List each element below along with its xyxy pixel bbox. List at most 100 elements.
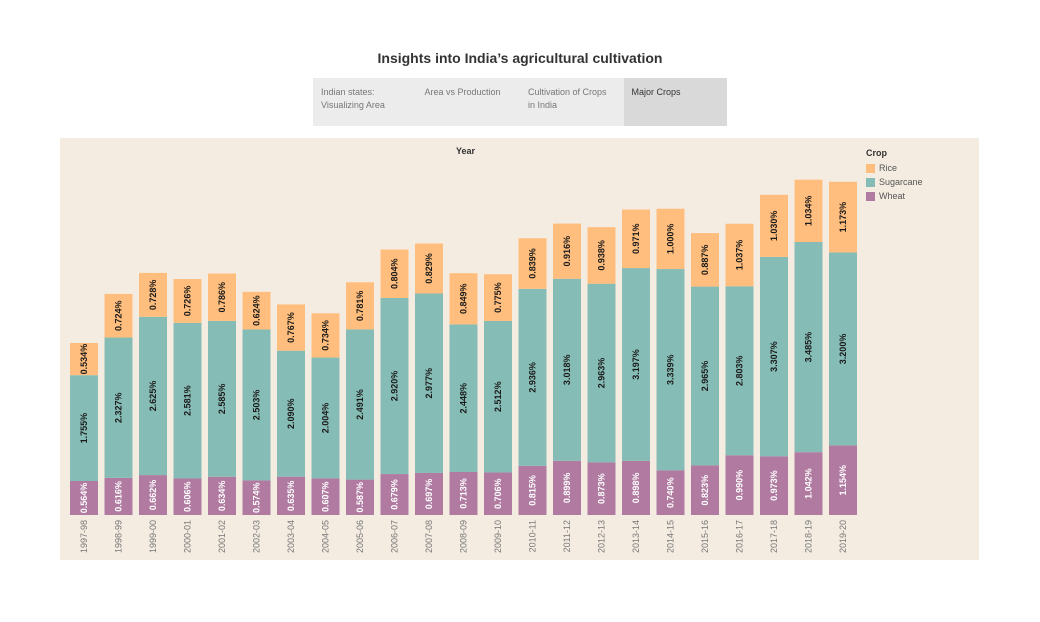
tab-area-vs-production[interactable]: Area vs Production [416, 78, 520, 126]
bar-sugarcane-2019-20[interactable] [829, 252, 857, 446]
x-tick-label-2019-20: 2019-20 [838, 520, 848, 553]
bar-rice-1999-00[interactable] [139, 272, 167, 317]
bar-sugarcane-2000-01[interactable] [173, 322, 202, 479]
bar-wheat-1999-00[interactable] [139, 475, 167, 515]
bar-sugarcane-2004-05[interactable] [311, 357, 340, 479]
bar-sugarcane-2016-17[interactable] [725, 286, 754, 456]
data-label-rice-2017-18: 1.030% [769, 211, 779, 242]
bar-wheat-2000-01[interactable] [173, 478, 202, 515]
bar-sugarcane-2011-12[interactable] [553, 278, 581, 461]
bar-wheat-2015-16[interactable] [691, 465, 719, 515]
data-label-rice-2011-12: 0.916% [562, 236, 572, 267]
tab-cultivation-of-crops[interactable]: Cultivation of Crops in India [520, 78, 624, 126]
bar-wheat-2008-09[interactable] [449, 472, 478, 515]
data-label-wheat-2000-01: 0.606% [183, 481, 193, 512]
data-label-rice-2015-16: 0.887% [700, 245, 710, 276]
bar-wheat-2014-15[interactable] [656, 470, 685, 515]
bar-wheat-1998-99[interactable] [104, 477, 133, 515]
bar-sugarcane-2018-19[interactable] [794, 242, 823, 453]
bar-sugarcane-2015-16[interactable] [691, 286, 719, 466]
bar-rice-2019-20[interactable] [829, 181, 857, 253]
legend-item-wheat[interactable]: Wheat [866, 189, 923, 203]
data-label-rice-1998-99: 0.724% [114, 300, 124, 331]
bar-wheat-2005-06[interactable] [346, 479, 374, 515]
bar-rice-2018-19[interactable] [794, 179, 823, 243]
data-label-rice-2014-15: 1.000% [666, 224, 676, 255]
legend-title: Crop [866, 148, 887, 158]
x-tick-label-2006-07: 2006-07 [390, 520, 400, 553]
bar-wheat-2003-04[interactable] [277, 476, 305, 515]
bar-wheat-2017-18[interactable] [760, 456, 788, 515]
bar-rice-2007-08[interactable] [415, 243, 443, 294]
bar-sugarcane-1997-98[interactable] [70, 375, 98, 481]
bar-rice-2015-16[interactable] [691, 233, 719, 287]
bar-sugarcane-2014-15[interactable] [656, 269, 685, 471]
bar-rice-2016-17[interactable] [725, 223, 754, 287]
bar-sugarcane-2008-09[interactable] [449, 324, 478, 473]
bar-sugarcane-2012-13[interactable] [587, 283, 616, 463]
legend-item-rice[interactable]: Rice [866, 161, 923, 175]
data-label-rice-2016-17: 1.037% [735, 240, 745, 271]
x-tick-label-1998-99: 1998-99 [114, 520, 124, 553]
bar-sugarcane-2010-11[interactable] [518, 288, 547, 466]
bar-wheat-2016-17[interactable] [725, 455, 754, 515]
bar-sugarcane-2006-07[interactable] [380, 297, 409, 475]
bar-rice-2004-05[interactable] [311, 313, 340, 358]
bar-rice-2010-11[interactable] [518, 238, 547, 289]
data-label-rice-2000-01: 0.726% [183, 286, 193, 317]
data-label-rice-2006-07: 0.804% [390, 258, 400, 289]
bar-rice-2002-03[interactable] [242, 291, 271, 330]
bar-wheat-2011-12[interactable] [553, 460, 581, 515]
data-label-sugarcane-2007-08: 2.977% [424, 368, 434, 399]
bar-rice-2011-12[interactable] [553, 223, 581, 279]
bar-rice-2012-13[interactable] [587, 227, 616, 284]
bar-wheat-2006-07[interactable] [380, 474, 409, 515]
data-label-rice-2018-19: 1.034% [804, 196, 814, 227]
bar-rice-2008-09[interactable] [449, 273, 478, 325]
tab-major-crops[interactable]: Major Crops [623, 78, 727, 126]
bar-wheat-2007-08[interactable] [415, 472, 443, 515]
bar-rice-1998-99[interactable] [104, 293, 133, 338]
bar-wheat-1997-98[interactable] [70, 480, 98, 515]
bar-rice-2014-15[interactable] [656, 208, 685, 270]
bar-sugarcane-2001-02[interactable] [208, 320, 236, 477]
bar-rice-2017-18[interactable] [760, 194, 788, 257]
bar-rice-2013-14[interactable] [622, 209, 650, 269]
data-label-rice-2007-08: 0.829% [424, 253, 434, 284]
data-label-rice-1997-98: 0.534% [79, 344, 89, 375]
bar-rice-2003-04[interactable] [277, 304, 305, 351]
bar-wheat-2019-20[interactable] [829, 445, 857, 515]
bar-wheat-2012-13[interactable] [587, 462, 616, 515]
bar-rice-2001-02[interactable] [208, 273, 236, 321]
bar-wheat-2013-14[interactable] [622, 460, 650, 515]
bar-rice-2000-01[interactable] [173, 279, 202, 323]
bar-wheat-2002-03[interactable] [242, 480, 271, 515]
bar-sugarcane-2005-06[interactable] [346, 329, 374, 480]
data-label-sugarcane-2011-12: 3.018% [562, 355, 572, 386]
tab-indian-states[interactable]: Indian states: Visualizing Area [313, 78, 417, 126]
bar-sugarcane-2002-03[interactable] [242, 329, 271, 481]
bar-rice-1997-98[interactable] [70, 342, 98, 376]
bar-wheat-2018-19[interactable] [794, 452, 823, 515]
data-label-wheat-2003-04: 0.635% [286, 481, 296, 512]
bar-sugarcane-1998-99[interactable] [104, 337, 133, 478]
bar-rice-2006-07[interactable] [380, 249, 409, 298]
bar-sugarcane-2009-10[interactable] [484, 320, 512, 473]
bar-sugarcane-2017-18[interactable] [760, 256, 788, 457]
data-label-rice-2013-14: 0.971% [631, 224, 641, 255]
bar-sugarcane-1999-00[interactable] [139, 316, 167, 476]
bar-sugarcane-2013-14[interactable] [622, 268, 650, 461]
x-tick-label-2005-06: 2005-06 [355, 520, 365, 553]
legend-item-sugarcane[interactable]: Sugarcane [866, 175, 923, 189]
bar-wheat-2010-11[interactable] [518, 465, 547, 515]
bar-wheat-2004-05[interactable] [311, 478, 340, 515]
bar-rice-2005-06[interactable] [346, 282, 374, 330]
bar-rice-2009-10[interactable] [484, 274, 512, 321]
bar-wheat-2009-10[interactable] [484, 472, 512, 515]
bar-wheat-2001-02[interactable] [208, 476, 236, 515]
x-tick-label-2011-12: 2011-12 [562, 520, 572, 552]
column-header: Year [456, 146, 476, 156]
bar-sugarcane-2003-04[interactable] [277, 350, 305, 477]
bar-sugarcane-2007-08[interactable] [415, 293, 443, 473]
